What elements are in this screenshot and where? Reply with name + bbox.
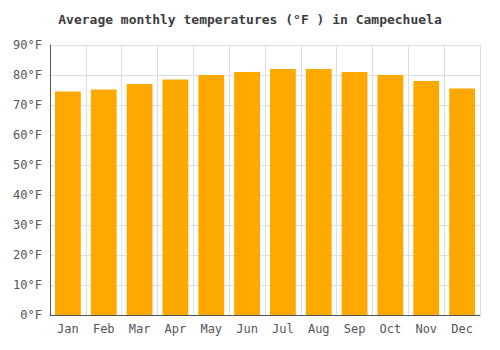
svg-text:Aug: Aug [308, 322, 330, 336]
svg-text:30°F: 30°F [13, 218, 42, 232]
svg-text:0°F: 0°F [20, 308, 42, 322]
svg-text:10°F: 10°F [13, 278, 42, 292]
svg-text:Apr: Apr [165, 322, 187, 336]
svg-text:Jan: Jan [57, 322, 79, 336]
svg-text:40°F: 40°F [13, 188, 42, 202]
svg-text:Feb: Feb [93, 322, 115, 336]
svg-text:Nov: Nov [415, 322, 437, 336]
svg-text:20°F: 20°F [13, 248, 42, 262]
svg-text:60°F: 60°F [13, 128, 42, 142]
svg-text:Dec: Dec [451, 322, 473, 336]
svg-text:Jul: Jul [272, 322, 294, 336]
svg-text:50°F: 50°F [13, 158, 42, 172]
svg-text:70°F: 70°F [13, 98, 42, 112]
svg-text:Jun: Jun [236, 322, 258, 336]
svg-text:80°F: 80°F [13, 68, 42, 82]
svg-text:Average monthly temperatures (: Average monthly temperatures (°F ) in Ca… [58, 12, 442, 27]
svg-text:May: May [200, 322, 222, 336]
svg-text:90°F: 90°F [13, 38, 42, 52]
svg-text:Oct: Oct [380, 322, 402, 336]
svg-text:Mar: Mar [129, 322, 151, 336]
svg-text:Sep: Sep [344, 322, 366, 336]
